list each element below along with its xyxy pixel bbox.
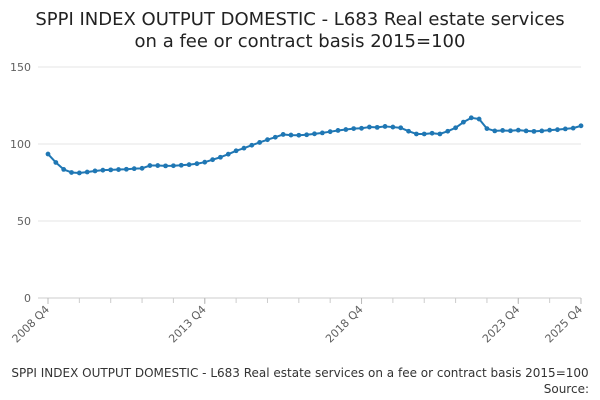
data-point[interactable] [218, 154, 223, 160]
chart-title-line-2: on a fee or contract basis 2015=100 [135, 31, 466, 52]
data-point[interactable] [492, 128, 498, 134]
x-tick-label-2025-q4: 2025 Q4 [543, 303, 586, 346]
data-point[interactable] [429, 130, 435, 136]
x-tick-label-2013-q4: 2013 Q4 [166, 303, 209, 346]
data-point[interactable] [45, 151, 51, 157]
data-point[interactable] [100, 167, 106, 173]
data-point[interactable] [531, 128, 537, 134]
data-point[interactable] [515, 127, 521, 133]
data-point[interactable] [500, 128, 506, 133]
chart-title-line-1: SPPI INDEX OUTPUT DOMESTIC - L683 Real e… [35, 9, 564, 30]
data-point[interactable] [257, 140, 263, 145]
x-axis: 2008 Q4 2013 Q4 2018 Q4 2023 Q4 2025 Q4 [10, 298, 586, 346]
data-point[interactable] [562, 126, 568, 132]
data-point[interactable] [241, 145, 247, 151]
data-point[interactable] [210, 157, 216, 163]
data-point[interactable] [69, 170, 74, 175]
data-point[interactable] [108, 167, 114, 173]
data-point[interactable] [84, 169, 90, 175]
data-point[interactable] [539, 128, 545, 134]
data-point[interactable] [366, 124, 372, 130]
data-point[interactable] [233, 148, 239, 154]
data-point[interactable] [123, 166, 129, 172]
data-point[interactable] [171, 163, 176, 169]
data-point[interactable] [406, 128, 411, 134]
data-point[interactable] [547, 127, 553, 133]
data-point[interactable] [319, 130, 325, 136]
data-point[interactable] [453, 125, 458, 131]
data-point[interactable] [202, 159, 208, 165]
data-point[interactable] [351, 126, 357, 131]
data-point[interactable] [194, 161, 200, 167]
data-point[interactable] [147, 163, 153, 168]
data-point[interactable] [578, 123, 584, 129]
data-point[interactable] [508, 128, 513, 134]
y-tick-label-150: 150 [10, 61, 31, 74]
data-point[interactable] [327, 129, 333, 135]
data-point[interactable] [288, 132, 294, 138]
data-point[interactable] [555, 127, 560, 133]
data-point[interactable] [523, 128, 529, 134]
data-point[interactable] [249, 142, 255, 148]
data-point[interactable] [61, 167, 67, 172]
gridlines [38, 66, 581, 299]
y-tick-label-0: 0 [24, 292, 31, 305]
data-point[interactable] [280, 132, 286, 137]
footer-caption: SPPI INDEX OUTPUT DOMESTIC - L683 Real e… [11, 366, 588, 380]
source-label: Source: [544, 382, 589, 396]
data-point[interactable] [131, 166, 137, 172]
data-point[interactable] [398, 125, 404, 131]
data-point[interactable] [382, 124, 388, 129]
data-point[interactable] [265, 137, 270, 143]
x-tick-label-2008-q4: 2008 Q4 [10, 303, 53, 346]
series-layer [45, 115, 584, 176]
data-point[interactable] [484, 126, 490, 131]
data-point[interactable] [76, 170, 82, 176]
data-point[interactable] [186, 162, 192, 168]
data-point[interactable] [335, 128, 341, 133]
data-point[interactable] [163, 163, 168, 169]
data-point[interactable] [468, 115, 474, 121]
data-point[interactable] [390, 124, 396, 130]
data-point[interactable] [570, 125, 576, 131]
y-tick-label-50: 50 [17, 215, 31, 228]
data-point[interactable] [155, 163, 161, 168]
data-point[interactable] [461, 119, 466, 125]
data-point[interactable] [116, 167, 121, 172]
data-point[interactable] [92, 168, 98, 174]
x-tick-label-2018-q4: 2018 Q4 [323, 303, 366, 346]
data-point[interactable] [304, 132, 310, 138]
y-tick-label-100: 100 [10, 138, 31, 151]
data-point[interactable] [437, 131, 443, 137]
data-point[interactable] [272, 134, 278, 140]
data-point[interactable] [225, 151, 231, 157]
data-point[interactable] [445, 128, 451, 134]
x-tick-label-2023-q4: 2023 Q4 [480, 303, 523, 346]
data-point[interactable] [178, 162, 184, 168]
y-axis: 0 50 100 150 [10, 61, 31, 305]
data-point[interactable] [374, 124, 380, 130]
data-point[interactable] [296, 132, 302, 138]
data-point[interactable] [53, 160, 59, 165]
data-point[interactable] [139, 165, 145, 171]
data-point[interactable] [359, 125, 364, 131]
series-line [47, 116, 582, 174]
data-point[interactable] [312, 131, 317, 137]
data-point[interactable] [413, 131, 419, 137]
data-point[interactable] [343, 127, 349, 132]
data-point[interactable] [421, 131, 427, 137]
data-point[interactable] [476, 116, 482, 122]
